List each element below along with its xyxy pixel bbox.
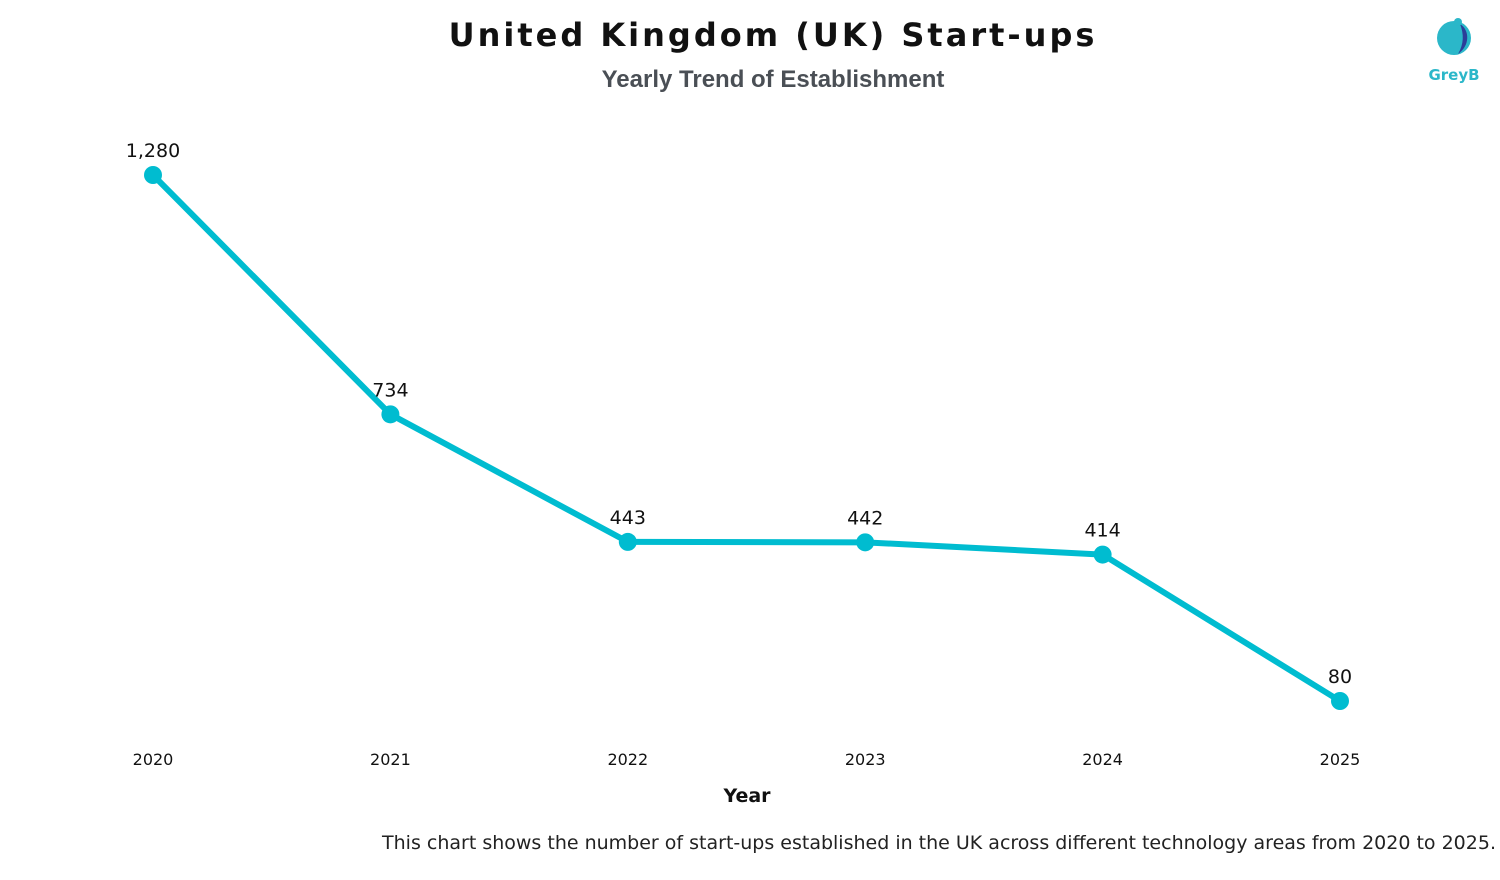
logo-text: GreyB — [1428, 66, 1480, 84]
x-tick-label-2021: 2021 — [370, 750, 411, 769]
x-tick-label-2020: 2020 — [133, 750, 174, 769]
data-label-2024: 414 — [1084, 520, 1120, 542]
x-tick-label-2022: 2022 — [607, 750, 648, 769]
chart-title: United Kingdom (UK) Start-ups — [448, 16, 1098, 54]
chart-caption: This chart shows the number of start-ups… — [382, 832, 1496, 854]
data-point-2025 — [1331, 692, 1349, 710]
brand-logo: GreyB — [1424, 16, 1484, 92]
data-label-2025: 80 — [1328, 666, 1352, 688]
data-point-2020 — [144, 166, 162, 184]
x-tick-label-2023: 2023 — [845, 750, 886, 769]
chart-subtitle: Yearly Trend of Establishment — [601, 66, 945, 93]
x-axis-label: Year — [722, 785, 771, 807]
data-point-2024 — [1093, 545, 1112, 564]
data-label-2022: 443 — [610, 507, 646, 529]
greyb-logo-icon — [1437, 18, 1471, 55]
data-point-2022 — [618, 532, 637, 551]
data-point-2021 — [381, 405, 400, 424]
x-tick-label-2025: 2025 — [1320, 750, 1361, 769]
data-point-2023 — [856, 533, 875, 552]
data-label-2020: 1,280 — [126, 140, 180, 162]
data-label-2021: 734 — [372, 379, 408, 401]
x-tick-label-2024: 2024 — [1082, 750, 1123, 769]
data-label-2023: 442 — [847, 507, 883, 529]
series-line — [150, 172, 1343, 704]
